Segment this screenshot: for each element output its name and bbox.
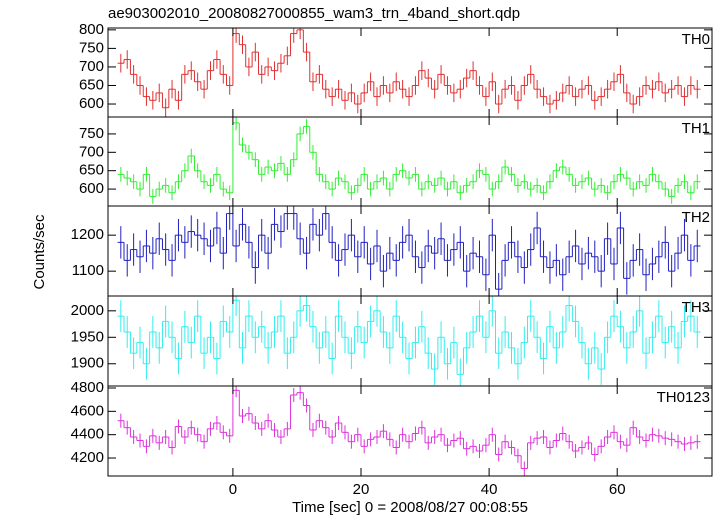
x-tick-label: 60	[609, 481, 626, 498]
panel-label: TH2	[682, 209, 710, 226]
y-tick-label: 650	[79, 162, 104, 179]
y-tick-label: 600	[79, 95, 104, 112]
x-axis-label: Time [sec] 0 = 2008/08/27 00:08:55	[292, 499, 528, 516]
y-tick-label: 800	[79, 21, 104, 38]
panel-frame	[107, 295, 713, 387]
panel-frame	[107, 205, 713, 297]
panel-frame	[107, 27, 713, 118]
y-tick-label: 4800	[71, 379, 104, 396]
y-axis-label: Counts/sec	[31, 214, 48, 290]
y-tick-label: 4200	[71, 449, 104, 466]
y-tick-label: 1950	[71, 328, 104, 345]
y-tick-label: 4600	[71, 402, 104, 419]
panel-label: TH0123	[657, 389, 710, 406]
panel-label: TH0	[682, 31, 710, 48]
chart-title: ae903002010_20080827000855_wam3_trn_4ban…	[108, 5, 520, 22]
y-tick-label: 1900	[71, 355, 104, 372]
y-tick-label: 1200	[71, 226, 104, 243]
panel-frame	[107, 385, 713, 477]
y-tick-label: 1100	[72, 262, 104, 279]
y-tick-label: 600	[79, 180, 104, 197]
y-tick-label: 750	[79, 39, 104, 56]
y-tick-label: 2000	[71, 302, 104, 319]
y-tick-label: 700	[79, 143, 104, 160]
x-tick-label: 20	[353, 481, 370, 498]
panel-label: TH3	[682, 299, 710, 316]
x-tick-label: 40	[481, 481, 498, 498]
y-tick-label: 4400	[71, 426, 104, 443]
panel-frame	[107, 116, 713, 207]
y-tick-label: 700	[79, 58, 104, 75]
x-tick-label: 0	[229, 481, 237, 498]
panel-label: TH1	[682, 120, 710, 137]
y-tick-label: 650	[79, 76, 104, 93]
y-tick-label: 750	[79, 125, 104, 142]
